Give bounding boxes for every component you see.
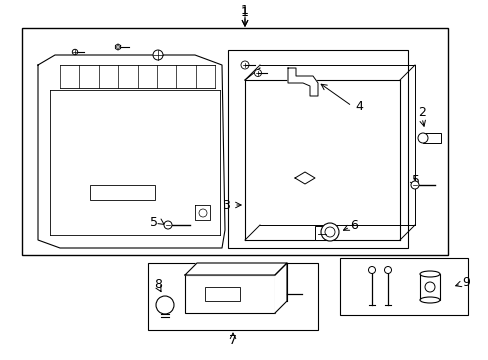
Bar: [148, 263, 317, 330]
Circle shape: [320, 223, 338, 241]
Bar: [314, 226, 331, 240]
Text: 6: 6: [349, 219, 357, 231]
Text: 7: 7: [228, 333, 237, 346]
Text: 1: 1: [241, 4, 248, 17]
Circle shape: [417, 133, 427, 143]
Text: 8: 8: [154, 279, 162, 292]
Circle shape: [241, 61, 248, 69]
Text: 5: 5: [150, 216, 158, 229]
Polygon shape: [184, 263, 286, 275]
Circle shape: [368, 266, 375, 274]
Polygon shape: [115, 44, 121, 50]
Bar: [419, 274, 439, 300]
Circle shape: [199, 209, 206, 217]
Text: 1: 1: [241, 5, 248, 18]
Bar: [422, 133, 440, 143]
Circle shape: [163, 221, 172, 229]
Text: 4: 4: [354, 99, 362, 112]
Circle shape: [156, 296, 174, 314]
Circle shape: [424, 282, 434, 292]
Circle shape: [72, 49, 78, 55]
Text: 9: 9: [461, 276, 469, 289]
Bar: [22, 28, 447, 255]
Text: 5: 5: [411, 174, 419, 186]
Circle shape: [153, 50, 163, 60]
Polygon shape: [287, 68, 317, 96]
Bar: [204, 287, 240, 301]
Bar: [227, 50, 407, 248]
Text: 3: 3: [222, 198, 229, 212]
Polygon shape: [274, 263, 286, 313]
Circle shape: [254, 69, 261, 77]
Circle shape: [384, 266, 391, 274]
Bar: [339, 258, 467, 315]
Ellipse shape: [419, 271, 439, 277]
Text: 2: 2: [417, 105, 425, 118]
Ellipse shape: [419, 297, 439, 303]
Circle shape: [410, 181, 418, 189]
Bar: [184, 275, 274, 313]
Circle shape: [117, 46, 119, 48]
Bar: [90, 185, 155, 200]
Circle shape: [325, 227, 334, 237]
